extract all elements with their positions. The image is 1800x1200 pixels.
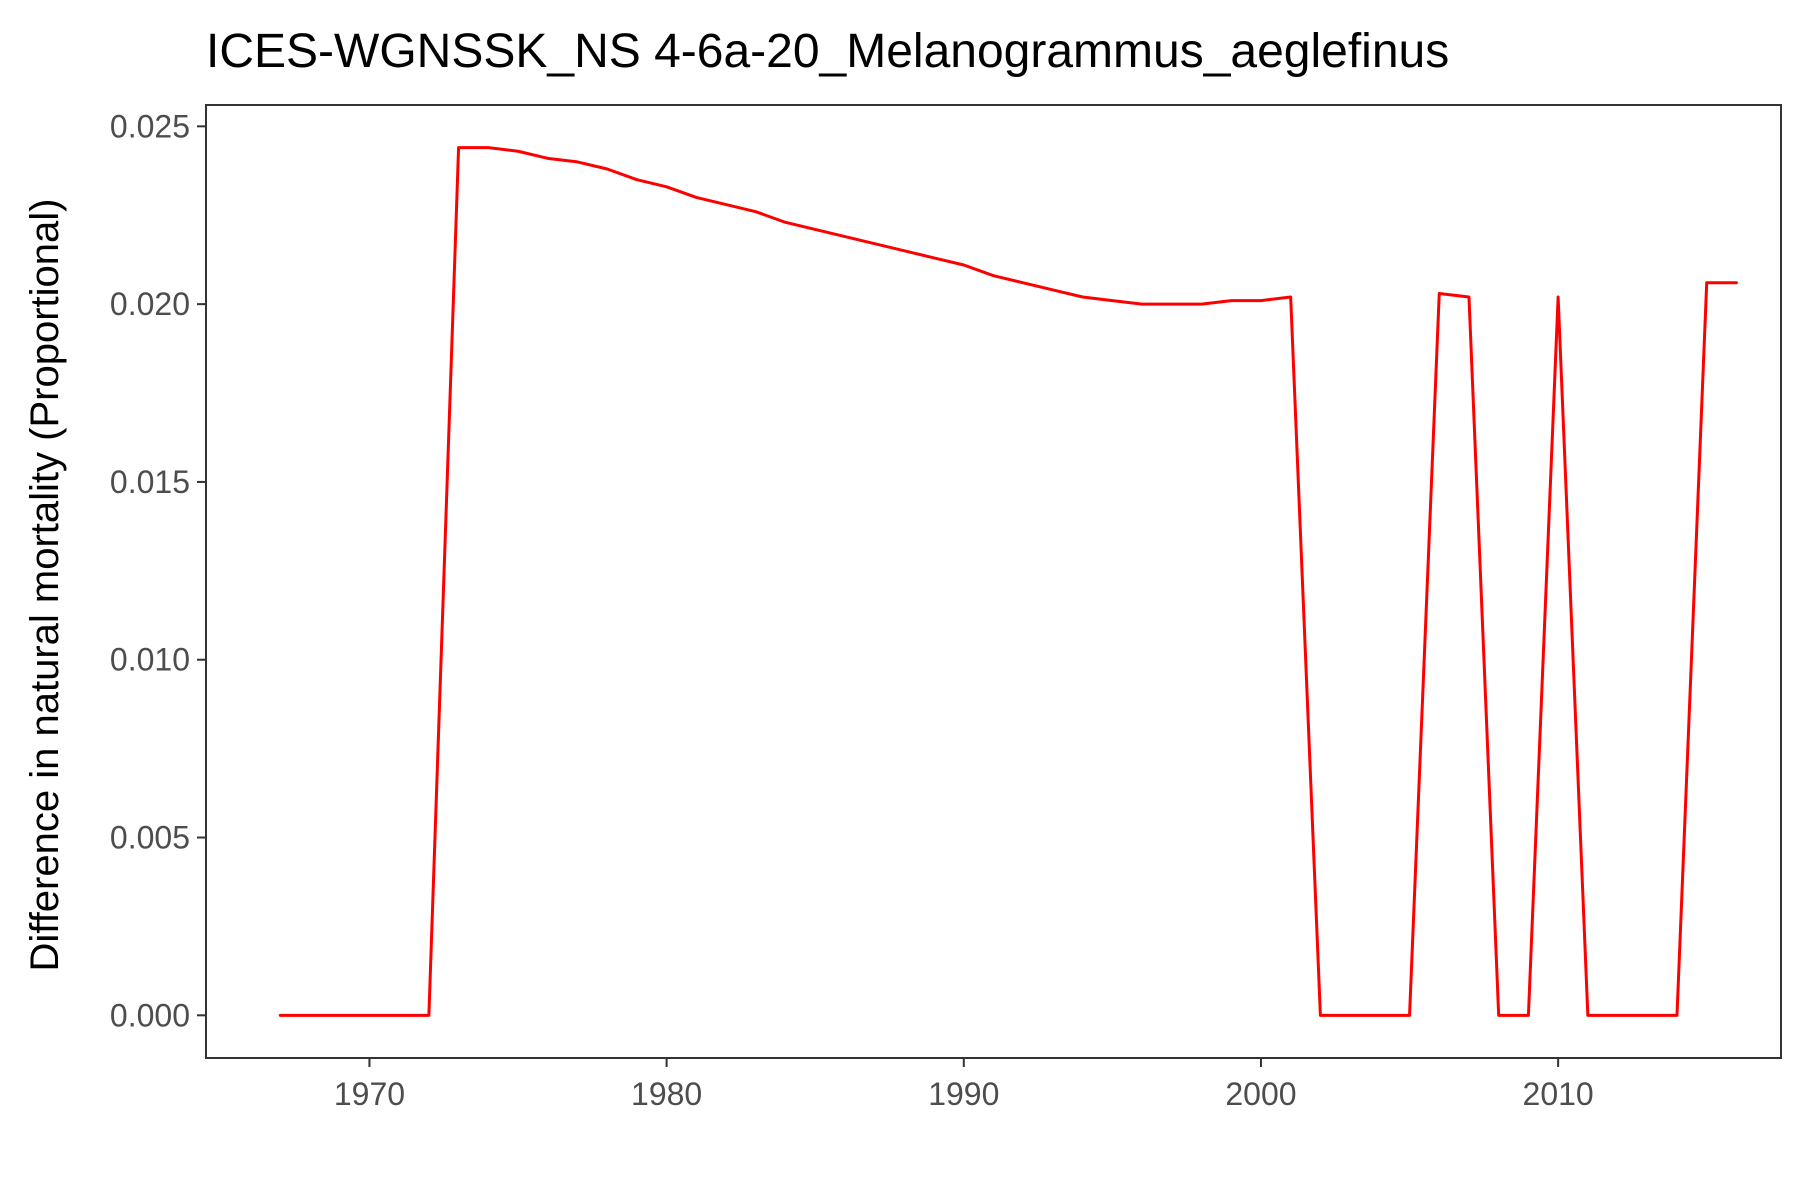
- y-axis-label: Difference in natural mortality (Proport…: [23, 199, 67, 972]
- y-tick-label: 0.020: [110, 286, 190, 322]
- plot-panel: [205, 104, 1782, 1059]
- y-tick-label: 0.010: [110, 642, 190, 678]
- x-tick-label: 1990: [928, 1076, 999, 1112]
- y-tick-label: 0.000: [110, 997, 190, 1033]
- chart-title: ICES-WGNSSK_NS 4-6a-20_Melanogrammus_aeg…: [206, 25, 1449, 78]
- y-tick-label: 0.005: [110, 820, 190, 856]
- x-axis: 1970 1980 1990 2000 2010: [334, 1058, 1594, 1112]
- series-layer: [278, 146, 1738, 1017]
- x-tick-label: 2000: [1225, 1076, 1296, 1112]
- y-tick-label: 0.025: [110, 108, 190, 144]
- x-tick-label: 1970: [334, 1076, 405, 1112]
- series-line-0: [278, 146, 1738, 1017]
- x-tick-label: 2010: [1523, 1076, 1594, 1112]
- x-tick-label: 1980: [631, 1076, 702, 1112]
- y-axis: 0.000 0.005 0.010 0.015 0.020 0.025: [110, 108, 206, 1033]
- y-tick-label: 0.015: [110, 464, 190, 500]
